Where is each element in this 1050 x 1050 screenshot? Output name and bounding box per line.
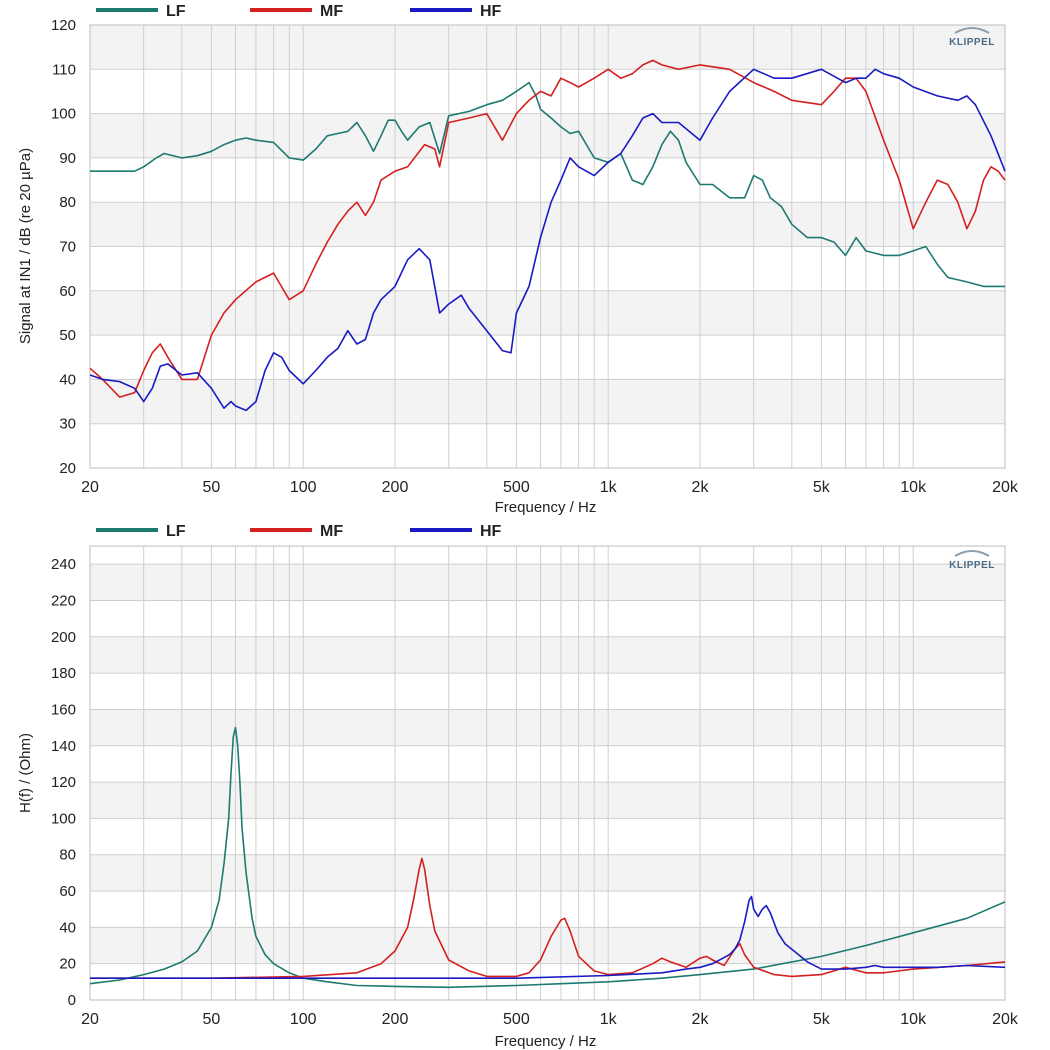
grid-band [90,202,1005,247]
x-tick-label: 5k [813,1011,831,1028]
logo-text: KLIPPEL [949,37,995,48]
y-tick-label: 90 [59,150,76,167]
x-axis-label: Frequency / Hz [495,499,597,516]
x-tick-label: 5k [813,479,831,496]
series-line-mf [89,59,1006,398]
plot-frame [89,24,1006,469]
y-tick-label: 0 [68,992,76,1009]
x-tick-label: 20 [81,1011,99,1028]
y-tick-label: 40 [59,371,76,388]
x-tick-label: 2k [692,479,710,496]
x-tick-label: 200 [382,1011,409,1028]
impedance-chart: 0 20 40 60 80 100 120 140 160 180 200 220 240 20 50 100… [17,523,1019,1050]
grid-lines [90,546,1005,1001]
grid-band [90,709,1005,746]
y-tick-label: 50 [59,327,76,344]
y-tick-label: 60 [59,283,76,300]
grid-band [90,564,1005,601]
legend-label-hf: HF [480,523,502,540]
plot-frame [89,545,1006,1001]
x-tick-label: 100 [290,1011,317,1028]
y-tick-label: 120 [51,774,76,791]
grid-bands [90,564,1005,964]
x-tick-label: 500 [503,479,530,496]
grid-band [90,379,1005,424]
spl-response-chart: 20 30 40 50 60 70 80 90 100 110 120 20 50 100 200 500 1k… [17,3,1019,516]
y-axis-label: Signal at IN1 / dB (re 20 µPa) [17,148,34,344]
series-line-mf [90,857,1006,980]
legend-label-hf: HF [480,3,502,20]
y-tick-label: 200 [51,629,76,646]
grid-band [90,636,1005,674]
x-tick-label: 500 [503,1011,530,1028]
logo-arc [954,27,990,34]
x-tick-label: 20 [81,479,99,496]
grid-band [90,854,1005,892]
grid-band [90,25,1005,70]
grid-band [90,782,1005,819]
legend: LF MF HF [96,3,502,20]
x-tick-label: 2k [692,1011,710,1028]
logo-arc [954,550,990,557]
x-tick-label: 20k [992,1011,1019,1028]
x-tick-label: 10k [900,479,927,496]
x-tick-label: 20k [992,479,1019,496]
y-tick-label: 120 [51,17,76,34]
x-tick-label: 100 [290,479,317,496]
series-group [89,59,1006,412]
x-tick-label: 10k [900,1011,927,1028]
klippel-logo: KLIPPEL [949,27,995,48]
klippel-logo: KLIPPEL [949,550,995,571]
y-tick-label: 220 [51,592,76,609]
legend-label-mf: MF [320,523,343,540]
grid-lines [90,24,1005,469]
x-tick-label: 50 [202,1011,220,1028]
y-tick-label: 110 [52,61,76,78]
legend-label-lf: LF [166,523,186,540]
grid-band [90,290,1005,336]
y-tick-label: 180 [51,665,76,682]
grid-band [90,113,1005,158]
y-tick-label: 40 [59,919,76,936]
series-group [89,726,1006,989]
x-tick-label: 200 [382,479,409,496]
y-tick-label: 100 [51,810,76,827]
logo-text: KLIPPEL [949,560,995,571]
y-tick-label: 30 [59,416,76,433]
x-tick-label: 50 [202,479,220,496]
y-tick-label: 240 [51,556,76,573]
y-tick-label: 60 [59,883,76,900]
y-axis-label: H(f) / (Ohm) [17,733,34,813]
y-tick-label: 100 [51,106,76,123]
grid-bands [90,25,1005,424]
y-tick-label: 20 [59,956,76,973]
series-line-lf [90,81,1005,288]
legend-label-mf: MF [320,3,343,20]
x-axis-label: Frequency / Hz [495,1033,597,1050]
legend-label-lf: LF [166,3,186,20]
y-tick-label: 160 [51,701,76,718]
series-line-hf [89,68,1006,412]
y-tick-label: 70 [59,239,76,256]
y-tick-label: 20 [59,460,76,477]
y-tick-label: 80 [59,194,76,211]
y-tick-label: 140 [51,738,76,755]
x-tick-label: 1k [600,479,618,496]
y-tick-label: 80 [59,847,76,864]
series-line-hf [90,895,1006,980]
x-tick-label: 1k [600,1011,618,1028]
legend: LF MF HF [96,523,502,540]
series-line-lf [89,726,1006,989]
